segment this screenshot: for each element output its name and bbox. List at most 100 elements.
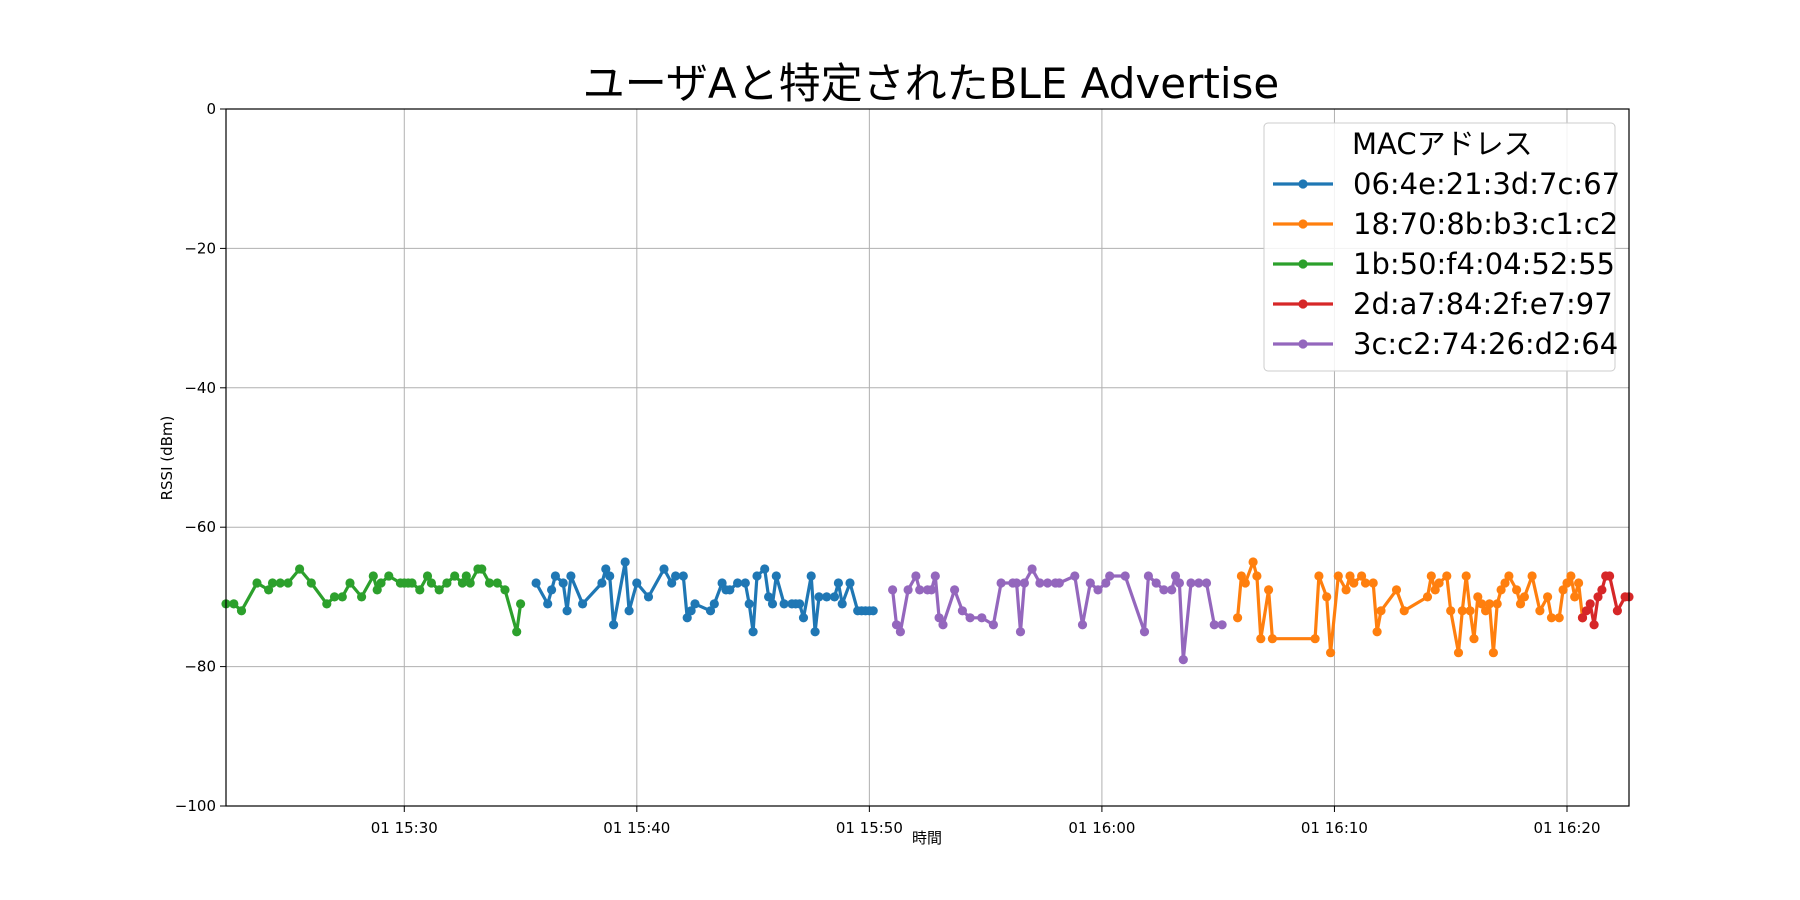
series-group xyxy=(221,557,1634,665)
legend-label: 18:70:8b:b3:c1:c2 xyxy=(1353,207,1618,241)
data-point xyxy=(264,585,274,595)
data-point xyxy=(957,606,968,616)
series-1 xyxy=(531,557,878,637)
data-point xyxy=(578,599,588,609)
data-point xyxy=(1256,634,1266,644)
data-point xyxy=(829,592,840,602)
data-point xyxy=(605,571,615,581)
data-point xyxy=(1027,564,1037,574)
data-point xyxy=(1442,571,1452,581)
data-point xyxy=(795,599,805,609)
series-3 xyxy=(221,564,526,637)
data-point xyxy=(1345,571,1355,581)
data-point xyxy=(1143,571,1153,581)
data-point xyxy=(1054,578,1064,588)
data-point xyxy=(1492,599,1502,609)
data-point xyxy=(275,578,285,588)
data-point xyxy=(903,585,913,595)
data-point xyxy=(977,613,987,623)
data-point xyxy=(1477,599,1487,609)
data-point xyxy=(868,606,878,616)
data-point xyxy=(1322,592,1332,602)
data-point xyxy=(1043,578,1053,588)
x-tick-label: 01 15:50 xyxy=(836,819,903,837)
data-point xyxy=(558,578,568,588)
data-point xyxy=(1543,592,1553,602)
data-point xyxy=(1426,571,1436,581)
data-point xyxy=(1170,571,1181,581)
data-point xyxy=(229,599,239,609)
legend-entry: 3c:c2:74:26:d2:64 xyxy=(1273,327,1618,361)
data-point xyxy=(845,578,855,588)
data-point xyxy=(337,592,347,602)
data-point xyxy=(1519,592,1529,602)
data-point xyxy=(1515,599,1526,609)
data-point xyxy=(822,592,832,602)
data-point xyxy=(1357,571,1367,581)
legend-box xyxy=(1263,122,1616,372)
data-point xyxy=(1264,585,1274,595)
data-point xyxy=(1434,578,1444,588)
data-point xyxy=(1085,578,1095,588)
chart-title: ユーザAと特定されたBLE Advertise xyxy=(583,59,1279,108)
legend: MACアドレス 06:4e:21:3d:7c:67 18:70:8b:b3:c1:… xyxy=(1263,122,1620,372)
data-point xyxy=(798,613,809,623)
data-point xyxy=(1151,578,1161,588)
data-point xyxy=(1209,620,1219,630)
data-point xyxy=(1186,578,1196,588)
y-axis-label: RSSI (dBm) xyxy=(158,416,176,501)
data-point xyxy=(407,578,417,588)
data-point xyxy=(1248,557,1258,567)
data-point xyxy=(752,571,762,581)
data-point xyxy=(1333,571,1343,581)
data-point xyxy=(252,578,262,588)
data-point xyxy=(1399,606,1409,616)
axes: 01 15:30 01 15:40 01 15:50 01 16:00 01 16:10… xyxy=(175,100,1601,837)
data-point xyxy=(236,606,247,616)
data-point xyxy=(725,585,735,595)
x-tick-label: 01 16:10 xyxy=(1301,819,1368,837)
data-point xyxy=(1461,571,1471,581)
data-point xyxy=(368,571,378,581)
data-point xyxy=(1554,613,1564,623)
data-point xyxy=(760,564,770,574)
data-point xyxy=(1015,627,1026,637)
data-point xyxy=(1167,585,1177,595)
data-point xyxy=(345,578,355,588)
data-point xyxy=(814,592,824,602)
data-point xyxy=(810,627,820,637)
data-point xyxy=(1236,571,1246,581)
legend-marker-swatch xyxy=(1298,179,1308,189)
data-point xyxy=(705,606,716,616)
data-point xyxy=(1488,648,1498,658)
data-point xyxy=(357,592,367,602)
legend-label: 3c:c2:74:26:d2:64 xyxy=(1353,327,1618,361)
legend-title: MACアドレス xyxy=(1352,127,1533,161)
legend-entry: 06:4e:21:3d:7c:67 xyxy=(1273,167,1620,201)
data-point xyxy=(267,578,278,588)
data-point xyxy=(1512,585,1522,595)
data-point xyxy=(1558,585,1568,595)
legend-entry: 18:70:8b:b3:c1:c2 xyxy=(1273,207,1618,241)
data-point xyxy=(492,578,502,588)
data-point xyxy=(457,578,467,588)
data-point xyxy=(1267,634,1277,644)
data-point xyxy=(1566,571,1576,581)
data-point xyxy=(891,620,902,630)
data-point xyxy=(744,599,754,609)
data-point xyxy=(1457,606,1467,616)
data-point xyxy=(283,578,293,588)
data-point xyxy=(562,606,572,616)
data-point xyxy=(1035,578,1045,588)
data-point xyxy=(1077,620,1088,630)
data-point xyxy=(609,620,619,630)
data-point xyxy=(1581,606,1591,616)
data-point xyxy=(926,585,937,595)
data-point xyxy=(1233,613,1243,623)
data-point xyxy=(484,578,495,588)
data-point xyxy=(733,578,743,588)
data-point xyxy=(1159,585,1169,595)
data-point xyxy=(566,571,576,581)
data-point xyxy=(1368,578,1378,588)
data-point xyxy=(934,613,944,623)
